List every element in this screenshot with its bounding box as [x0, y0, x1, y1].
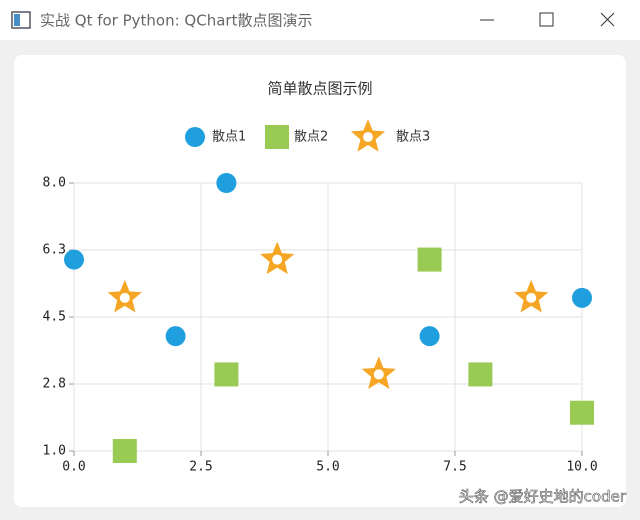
legend-label: 散点1: [212, 130, 246, 145]
x-tick-label: 2.5: [189, 460, 212, 475]
x-tick-label: 7.5: [443, 460, 466, 475]
y-tick-label: 1.0: [43, 444, 66, 459]
legend-label: 散点3: [396, 130, 430, 145]
scatter-point: [570, 400, 594, 425]
title-bar: [0, 0, 640, 40]
star-center: [526, 292, 537, 303]
scatter-point: [417, 247, 442, 272]
app-icon-part: [14, 14, 20, 26]
x-tick-label: 5.0: [316, 460, 339, 475]
star-center: [363, 132, 373, 142]
y-tick-label: 2.8: [43, 377, 66, 392]
x-tick-label: 0.0: [62, 460, 85, 475]
scatter-point: [214, 362, 239, 387]
star-center: [272, 254, 283, 265]
chart-panel: [14, 55, 626, 507]
scatter-point: [112, 439, 137, 463]
x-tick-label: 10.0: [566, 460, 597, 475]
legend-marker: [185, 127, 205, 147]
scatter-point: [64, 249, 84, 270]
y-tick-label: 4.5: [43, 310, 66, 325]
scatter-point: [419, 326, 440, 347]
watermark: 头条 @爱好史地的coder: [459, 488, 627, 506]
window-title: 实战 Qt for Python: QChart散点图演示: [40, 12, 312, 30]
legend-label: 散点2: [294, 130, 328, 145]
star-center: [373, 369, 384, 380]
maximize-button[interactable]: [539, 12, 554, 27]
close-button[interactable]: [600, 12, 615, 27]
y-tick-label: 6.3: [43, 243, 66, 258]
chart-title: 简单散点图示例: [267, 80, 372, 98]
legend-marker: [265, 125, 289, 149]
star-center: [119, 292, 130, 303]
y-tick-label: 8.0: [43, 176, 66, 191]
scatter-point: [572, 287, 592, 308]
scatter-point: [216, 173, 237, 193]
scatter-point: [165, 326, 186, 347]
scatter-point: [468, 362, 493, 387]
